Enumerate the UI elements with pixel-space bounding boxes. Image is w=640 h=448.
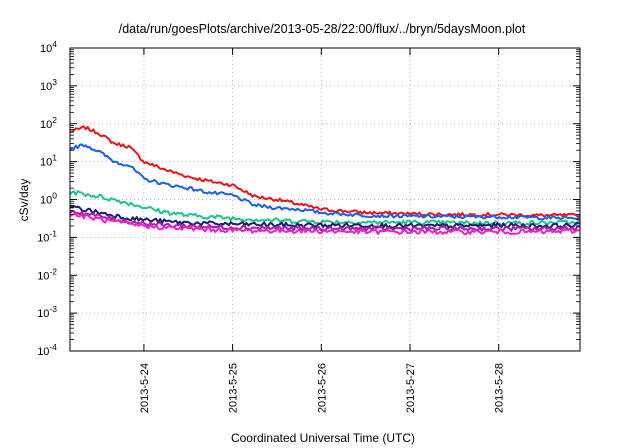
series-line-3 (69, 190, 581, 226)
x-tick-label: 2013-5-27 (405, 363, 417, 413)
x-tick-label: 2013-5-24 (139, 363, 151, 413)
series-layer (69, 125, 581, 236)
y-tick-label: 10-2 (37, 266, 57, 282)
chart-title: /data/run/goesPlots/archive/2013-05-28/2… (119, 22, 526, 36)
grid (70, 48, 580, 351)
y-tick-base: 10 (37, 270, 49, 282)
y-tick-exponent: -3 (49, 304, 57, 314)
y-tick-base: 10 (40, 119, 52, 131)
y-tick-label: 100 (40, 191, 57, 207)
y-tick-exponent: 4 (52, 39, 57, 49)
y-tick-label: 104 (40, 39, 57, 55)
y-tick-base: 10 (37, 308, 49, 320)
y-tick-exponent: 0 (52, 191, 57, 201)
series-line-4 (69, 205, 581, 229)
y-tick-exponent: 2 (52, 115, 57, 125)
y-tick-base: 10 (40, 157, 52, 169)
y-tick-exponent: -2 (49, 266, 57, 276)
y-tick-label: 10-1 (37, 228, 57, 244)
y-tick-base: 10 (37, 346, 49, 358)
y-tick-label: 102 (40, 115, 57, 131)
x-axis-label: Coordinated Universal Time (UTC) (231, 431, 415, 445)
y-tick-label: 10-3 (37, 304, 57, 320)
y-tick-label: 103 (40, 77, 57, 93)
y-tick-base: 10 (40, 43, 52, 55)
y-tick-base: 10 (37, 232, 49, 244)
x-tick-label: 2013-5-26 (316, 363, 328, 413)
y-tick-base: 10 (40, 81, 52, 93)
y-axis-label: cSv/day (17, 179, 31, 222)
series-line-1 (69, 125, 581, 218)
series-line-6 (69, 213, 581, 236)
y-tick-label: 101 (40, 153, 57, 169)
x-tick-label: 2013-5-28 (494, 363, 506, 413)
y-tick-exponent: -1 (49, 228, 57, 238)
x-axis: 2013-5-24 2013-5-25 2013-5-26 2013-5-27 2013… (139, 48, 506, 413)
x-tick-label: 2013-5-25 (228, 363, 240, 413)
y-tick-exponent: 1 (52, 153, 57, 163)
y-tick-label: 10-4 (37, 342, 57, 358)
series-line-2 (69, 143, 581, 221)
y-tick-exponent: -4 (49, 342, 57, 352)
y-tick-exponent: 3 (52, 77, 57, 87)
y-tick-base: 10 (40, 195, 52, 207)
